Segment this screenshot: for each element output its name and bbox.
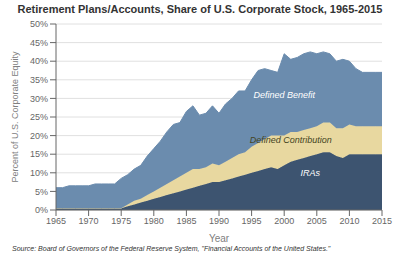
svg-text:Percent of U.S. Corporate Equi: Percent of U.S. Corporate Equity — [10, 51, 20, 183]
svg-text:25%: 25% — [30, 112, 48, 122]
svg-text:Defined Benefit: Defined Benefit — [253, 90, 315, 100]
svg-text:2015: 2015 — [372, 216, 392, 226]
svg-text:15%: 15% — [30, 149, 48, 159]
svg-text:0%: 0% — [35, 205, 48, 215]
svg-text:1995: 1995 — [242, 216, 262, 226]
svg-text:2005: 2005 — [307, 216, 327, 226]
svg-text:40%: 40% — [30, 56, 48, 66]
svg-text:2010: 2010 — [339, 216, 359, 226]
svg-text:1975: 1975 — [111, 216, 131, 226]
svg-text:2000: 2000 — [274, 216, 294, 226]
svg-text:1965: 1965 — [46, 216, 66, 226]
html-text:Source: Board of Governors of: Source: Board of Governors of the Federa… — [12, 245, 331, 252]
svg-text:1980: 1980 — [144, 216, 164, 226]
svg-text:Year: Year — [209, 233, 230, 242]
svg-text:35%: 35% — [30, 75, 48, 85]
svg-text:IRAs: IRAs — [301, 168, 321, 178]
svg-text:1970: 1970 — [79, 216, 99, 226]
html-text:Retirement Plans/Accounts, Sha: Retirement Plans/Accounts, Share of U.S.… — [17, 3, 383, 15]
svg-text:5%: 5% — [35, 187, 48, 197]
svg-text:Defined Contribution: Defined Contribution — [250, 135, 332, 145]
svg-text:20%: 20% — [30, 131, 48, 141]
svg-text:10%: 10% — [30, 168, 48, 178]
svg-text:30%: 30% — [30, 94, 48, 104]
svg-text:45%: 45% — [30, 38, 48, 48]
svg-text:1990: 1990 — [209, 216, 229, 226]
svg-text:50%: 50% — [30, 19, 48, 29]
svg-text:1985: 1985 — [176, 216, 196, 226]
